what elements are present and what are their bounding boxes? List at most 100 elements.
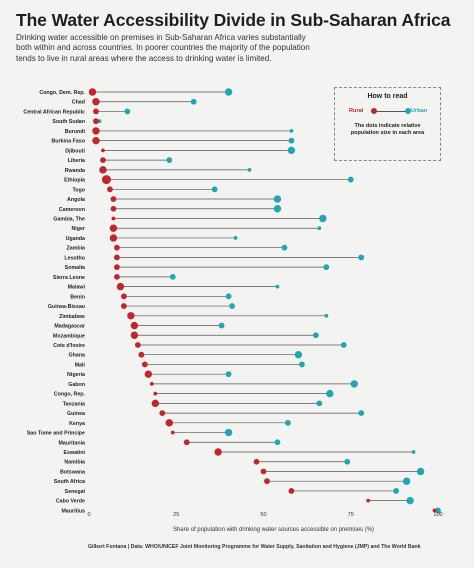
urban-dot	[247, 167, 252, 172]
x-tick-label: 100	[433, 512, 442, 518]
how-to-read-legend: How to read Rural Urban The dots indicat…	[334, 87, 441, 161]
country-label: Sierra Leone	[53, 275, 85, 281]
country-label: Botswana	[60, 469, 85, 475]
urban-dot	[273, 205, 282, 213]
urban-dot	[402, 477, 411, 485]
country-label: Benin	[70, 294, 85, 300]
legend-urban-dot	[405, 108, 411, 114]
country-label: Zambia	[66, 246, 85, 252]
rural-dot	[114, 264, 120, 271]
rural-dot	[130, 331, 139, 339]
source-footer: Gilbert Fontana | Data: WHO/UNICEF Joint…	[88, 544, 421, 550]
urban-dot	[166, 157, 173, 164]
rural-dot	[432, 508, 437, 513]
rural-dot	[101, 175, 111, 185]
rural-dot	[110, 205, 117, 212]
urban-dot	[358, 410, 365, 416]
rural-dot	[288, 488, 295, 494]
country-label: Somalia	[65, 265, 85, 271]
legend-example: Rural Urban	[335, 104, 440, 120]
country-label: Zimbabwe	[59, 314, 85, 320]
urban-dot	[416, 467, 425, 476]
rural-dot	[138, 351, 145, 358]
x-tick-label: 0	[87, 512, 90, 518]
urban-dot	[435, 507, 441, 514]
urban-dot	[287, 146, 296, 155]
country-label: Madagascar	[54, 324, 85, 330]
urban-dot	[340, 342, 347, 348]
rural-dot	[366, 498, 371, 503]
rural-dot	[127, 312, 135, 320]
urban-dot	[288, 137, 295, 144]
rural-dot	[153, 391, 158, 396]
country-label: Mozambique	[53, 333, 85, 339]
country-label: Rwanda	[65, 168, 85, 174]
country-label: Kenya	[69, 421, 85, 427]
rural-dot	[101, 148, 105, 153]
rural-dot	[110, 196, 117, 202]
rural-dot	[92, 136, 100, 145]
rural-dot	[92, 98, 100, 106]
rural-dot	[93, 108, 99, 115]
rural-dot	[149, 382, 154, 386]
country-label: Cameroon	[59, 207, 85, 213]
legend-rural-label: Rural	[349, 108, 364, 114]
legend-rural-dot	[371, 108, 377, 114]
country-label: South Sudan	[52, 119, 85, 125]
urban-dot	[326, 389, 334, 398]
urban-dot	[218, 322, 225, 329]
urban-dot	[324, 313, 329, 318]
rural-dot	[183, 439, 190, 446]
country-label: Ethiopia	[64, 178, 85, 184]
rural-dot	[93, 118, 99, 125]
country-label: Nigeria	[67, 372, 85, 378]
country-label: Tanzania	[63, 401, 85, 407]
urban-dot	[393, 488, 400, 494]
urban-dot	[323, 264, 330, 271]
country-label: Malawi	[68, 285, 86, 291]
urban-dot	[358, 254, 365, 261]
x-tick-label: 50	[260, 512, 266, 518]
country-label: Mali	[75, 362, 86, 368]
country-label: Ghana	[69, 353, 86, 359]
rural-dot	[88, 88, 97, 96]
country-label: Mauritania	[59, 440, 86, 446]
urban-dot	[169, 273, 176, 280]
country-label: Congo, Dem. Rep.	[39, 90, 85, 96]
rural-dot	[114, 244, 120, 251]
country-label: Niger	[71, 226, 85, 232]
urban-dot	[350, 380, 358, 388]
rural-dot	[99, 166, 107, 174]
urban-dot	[289, 129, 294, 133]
urban-dot	[406, 496, 414, 505]
country-label: Angola	[67, 197, 85, 203]
country-label: Uganda	[66, 236, 85, 242]
x-tick-label: 25	[173, 512, 179, 518]
country-label: Senegal	[65, 489, 86, 495]
country-label: Chad	[72, 100, 85, 106]
chart-title: The Water Accessibility Divide in Sub-Sa…	[16, 10, 451, 30]
urban-dot	[225, 293, 232, 300]
country-label: Burkina Faso	[51, 139, 85, 145]
urban-dot	[211, 186, 218, 193]
country-label: Togo	[72, 187, 85, 193]
country-label: Djibouti	[65, 148, 85, 154]
rural-dot	[134, 342, 141, 348]
rural-dot	[151, 399, 160, 408]
country-label: South Africa	[54, 479, 85, 485]
legend-urban-label: Urban	[411, 108, 428, 114]
country-label: Gambia, The	[53, 216, 85, 222]
urban-dot	[281, 244, 288, 251]
rural-dot	[116, 282, 125, 291]
urban-dot	[274, 439, 281, 446]
rural-dot	[264, 478, 270, 485]
urban-dot	[224, 88, 233, 96]
country-label: Cote d'Ivoire	[53, 343, 85, 349]
rural-dot	[92, 127, 100, 135]
rural-dot	[121, 293, 127, 300]
country-label: Gabon	[68, 382, 85, 388]
urban-dot	[224, 428, 233, 437]
urban-dot	[347, 176, 354, 183]
country-label: Sao Tome and Principe	[27, 431, 85, 437]
rural-dot	[114, 254, 120, 261]
